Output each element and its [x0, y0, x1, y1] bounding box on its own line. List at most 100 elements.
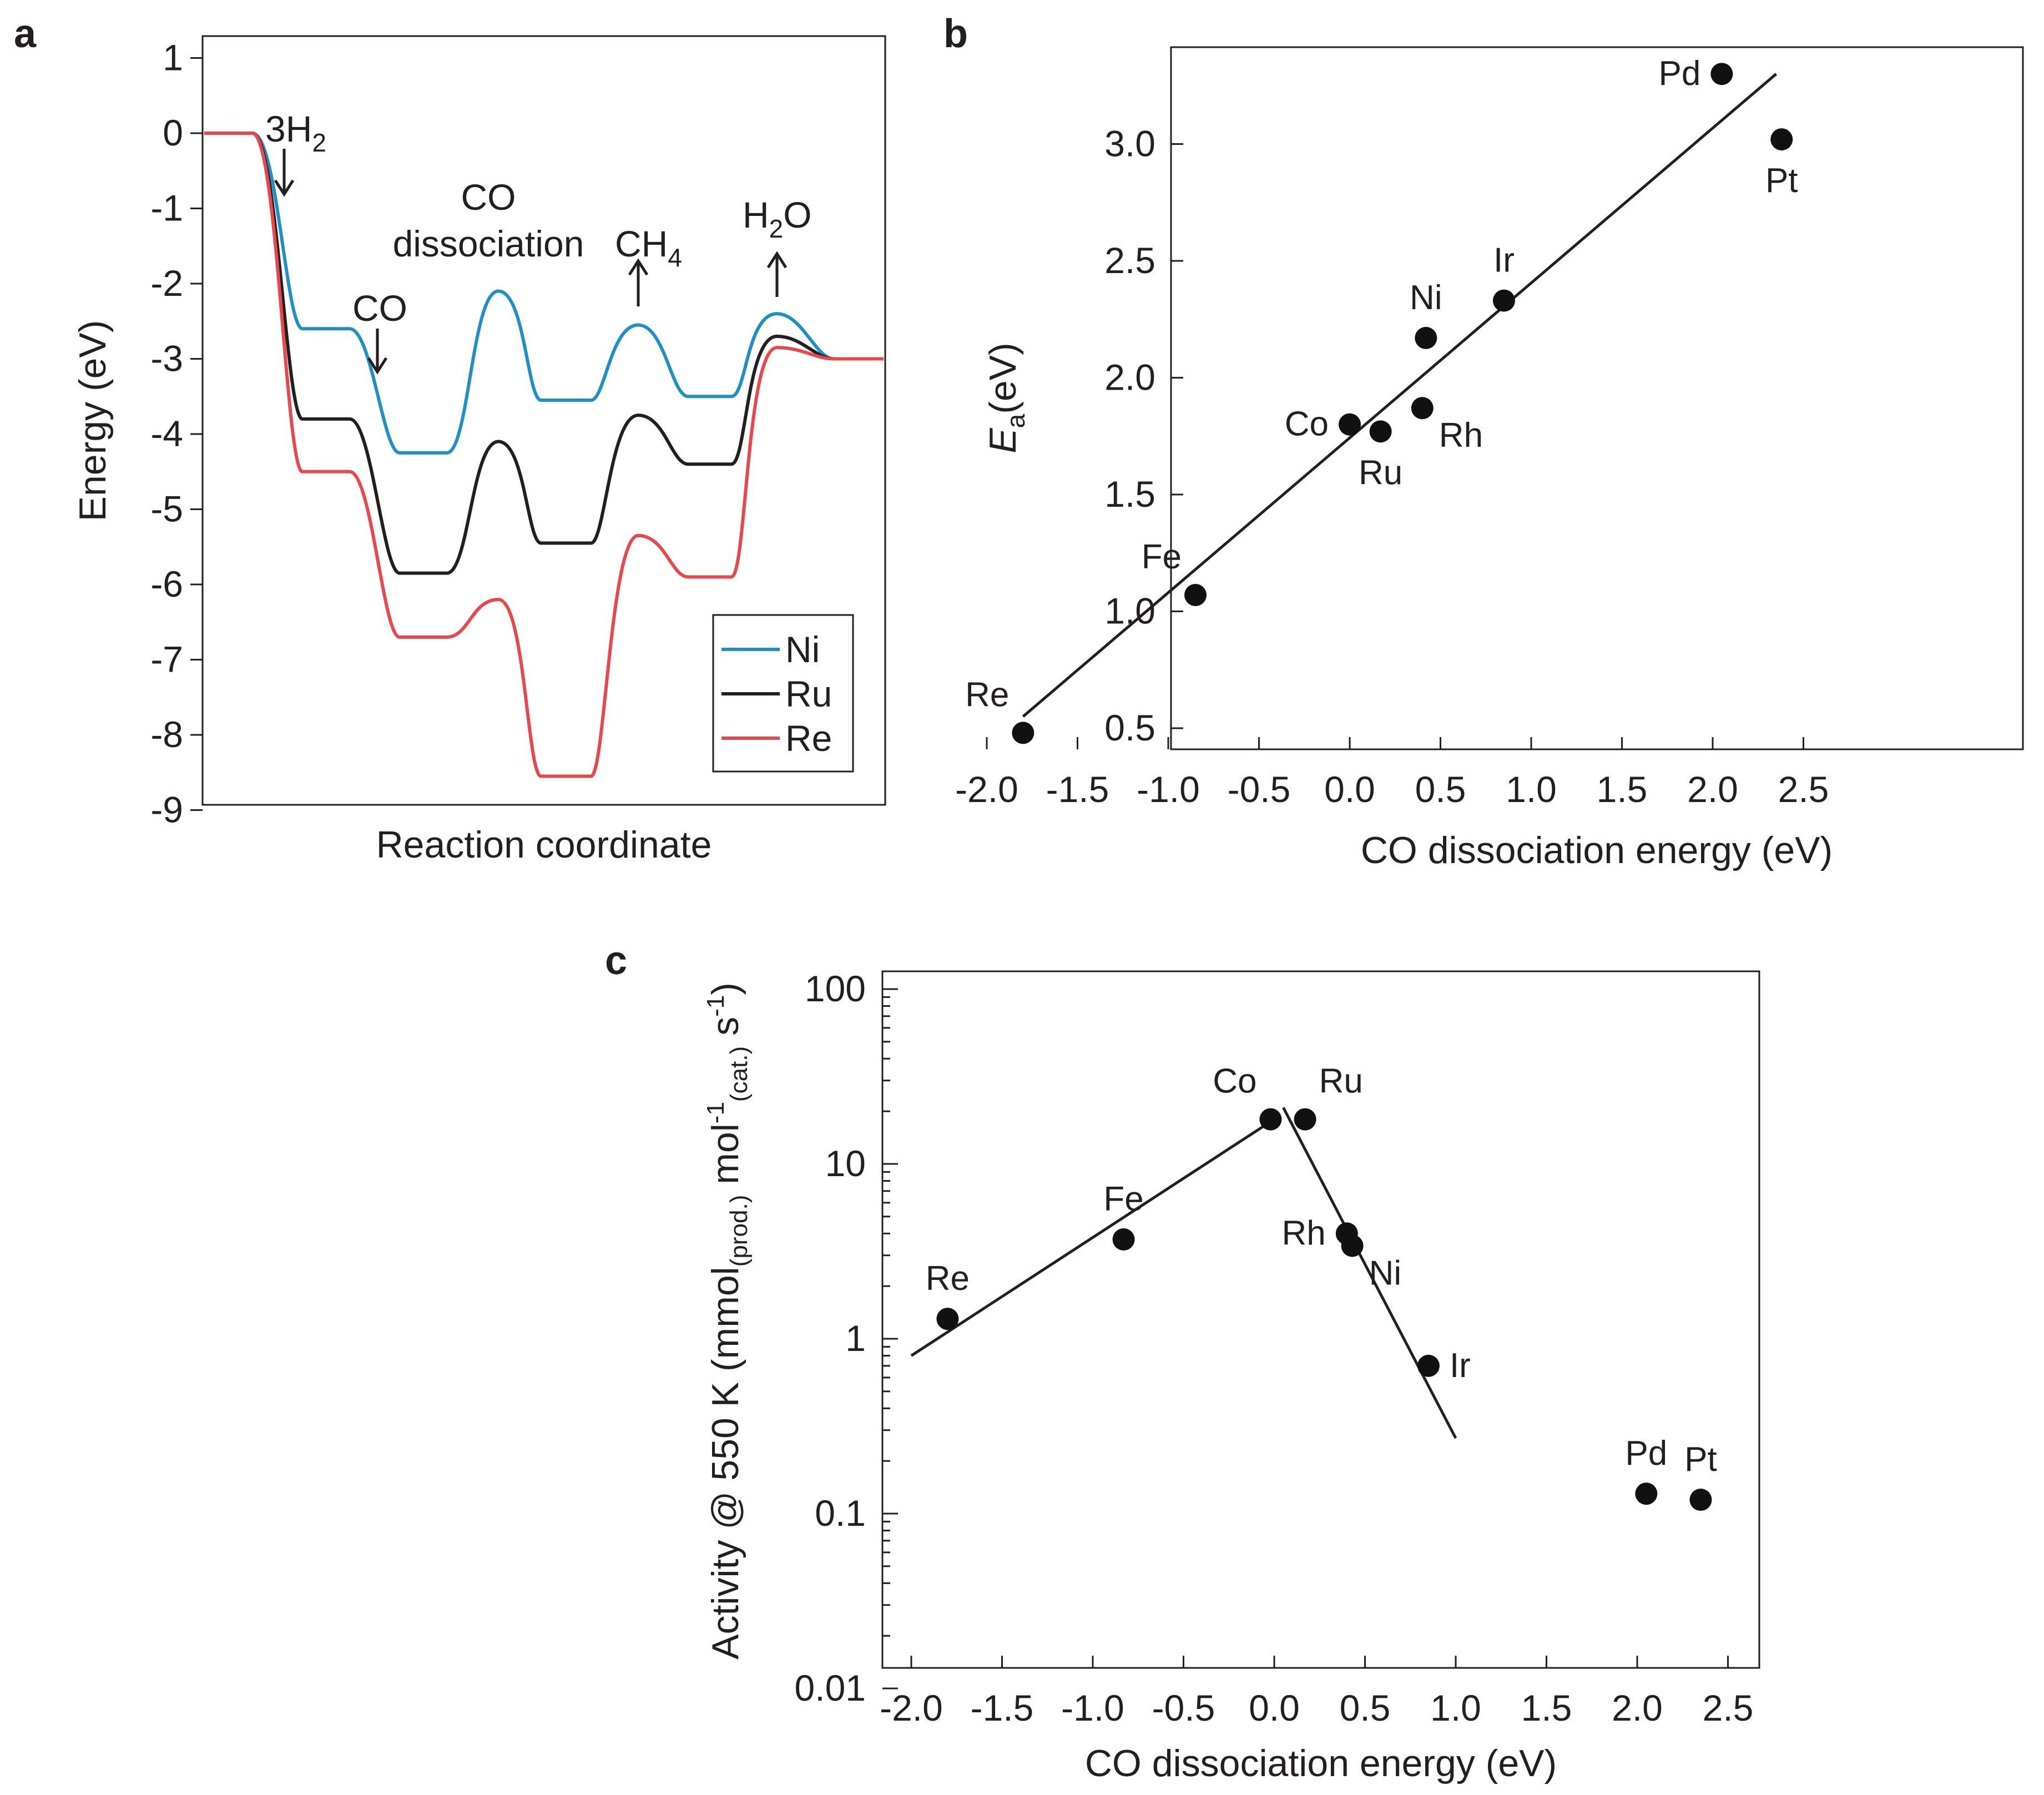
data-point-co [1259, 1108, 1282, 1131]
panel-c-label: c [605, 939, 627, 983]
data-point-label-pd: Pd [1659, 54, 1701, 93]
data-point-fe [1184, 584, 1207, 607]
annotation-co-text: CO [352, 288, 407, 329]
y-tick-label: 0.5 [1104, 707, 1155, 748]
x-tick-label: 0.5 [1415, 769, 1466, 810]
panel-c-fit-lines [910, 1107, 1457, 1439]
data-point-re [1012, 722, 1034, 744]
panel-a-y-axis-label: Energy (eV) [72, 320, 114, 522]
x-tick-label: 0.5 [1340, 1687, 1391, 1728]
data-point-label-fe: Fe [1142, 538, 1182, 576]
panel-c-x-axis-label: CO dissociation energy (eV) [1085, 1742, 1557, 1784]
x-tick-label: 1.0 [1430, 1687, 1481, 1728]
y-tick-label: -1 [150, 188, 183, 229]
data-point-co [1339, 413, 1361, 436]
data-point-ir [1492, 289, 1515, 312]
data-point-ni [1341, 1234, 1364, 1257]
series-line-ru [204, 132, 884, 575]
y-tick-label: 3.0 [1104, 123, 1155, 164]
y-tick-label: 10 [825, 1143, 866, 1184]
data-point-pd [1710, 63, 1733, 85]
data-point-pt [1689, 1489, 1712, 1511]
y-tick-label: 0.01 [795, 1667, 866, 1708]
y-tick-label: -6 [150, 563, 183, 604]
annotation-h2o: H2O [743, 194, 812, 297]
x-tick-label: 1.5 [1597, 769, 1648, 810]
arrow-down-icon [274, 149, 295, 197]
legend-label-ni: Ni [785, 629, 820, 670]
y-tick-label: -2 [150, 263, 183, 304]
arrow-down-icon [367, 329, 388, 375]
panel-b-frame [1170, 46, 2024, 750]
panel-a-x-axis-label: Reaction coordinate [376, 824, 712, 866]
data-point-label-fe: Fe [1103, 1180, 1143, 1218]
y-tick-label: 0 [163, 112, 183, 153]
panel-c-y-ticks: 0.01 0.1 1 10 100 [795, 968, 898, 1708]
y-tick-label: 2.0 [1104, 357, 1155, 398]
legend: Ni Ru Re [712, 614, 854, 773]
y-tick-label: -9 [150, 789, 183, 830]
x-tick-label: -1.0 [1137, 769, 1200, 810]
panel-a-y-ticks: 1 0 -1 -2 -3 -4 -5 -6 -7 -8 -9 [150, 37, 203, 830]
annotation-ch4-text: CH4 [615, 223, 682, 272]
arrow-up-icon [766, 251, 788, 297]
data-point-fe [1112, 1228, 1135, 1251]
annotation-ch4: CH4 [615, 223, 682, 306]
panel-a-curves [204, 132, 884, 778]
panel-b-x-ticks: -2.0 -1.5 -1.0 -0.5 0.0 0.5 1.0 1.5 2.0 2.5 [955, 737, 1829, 810]
data-point-label-ni: Ni [1410, 279, 1442, 317]
panel-b-x-axis-label: CO dissociation energy (eV) [1361, 829, 1833, 871]
panel-b-y-ticks: 0.51.01.52.02.53.0 [1104, 123, 1183, 748]
annotation-co-dissociation-line2: dissociation [393, 223, 584, 264]
x-tick-label: -1.5 [971, 1687, 1034, 1728]
panel-a-frame [201, 35, 886, 806]
fit-line-1 [910, 1118, 1275, 1357]
x-tick-label: 0.0 [1249, 1687, 1300, 1728]
x-tick-label: -1.0 [1061, 1687, 1124, 1728]
x-tick-label: 2.5 [1778, 769, 1829, 810]
x-tick-label: -0.5 [1152, 1687, 1215, 1728]
y-tick-label: 0.1 [815, 1493, 866, 1534]
data-point-pt [1770, 128, 1793, 151]
panel-c-frame [881, 970, 1760, 1669]
y-tick-label: -4 [150, 413, 183, 454]
data-point-ru [1369, 420, 1392, 443]
data-point-label-pt: Pt [1765, 162, 1798, 200]
fit-line-2 [1282, 1107, 1457, 1439]
panel-b-y-axis-label: Ea(eV) [982, 342, 1030, 453]
data-point-ru [1294, 1108, 1316, 1131]
data-point-label-ni: Ni [1369, 1254, 1402, 1293]
y-tick-label: -7 [150, 639, 183, 680]
x-tick-label: 1.5 [1521, 1687, 1572, 1728]
annotation-3h2-text: 3H2 [265, 108, 326, 157]
data-point-label-rh: Rh [1439, 416, 1483, 455]
annotation-co-dissociation-line1: CO [461, 177, 516, 218]
y-tick-label: -8 [150, 714, 183, 755]
data-point-ni [1415, 326, 1437, 349]
data-point-ir [1417, 1354, 1440, 1377]
y-tick-label: -5 [150, 488, 183, 530]
x-tick-label: -2.0 [955, 769, 1018, 810]
x-tick-label: -2.0 [880, 1687, 943, 1728]
series-line-ni [204, 132, 884, 455]
x-tick-label: -1.5 [1046, 769, 1109, 810]
x-tick-label: 2.0 [1612, 1687, 1663, 1728]
annotation-3h2: 3H2 [265, 108, 326, 197]
legend-label-ru: Ru [785, 673, 832, 714]
x-tick-label: -0.5 [1228, 769, 1291, 810]
data-point-label-re: Re [965, 675, 1009, 714]
data-point-re [936, 1308, 959, 1330]
fit-line [1022, 73, 1778, 718]
panel-b-points: Re Fe Co Ru Rh Ni Ir Pd Pt [965, 54, 1798, 744]
legend-label-re: Re [785, 718, 832, 759]
data-point-label-co: Co [1213, 1062, 1256, 1101]
x-tick-label: 2.0 [1687, 769, 1738, 810]
data-point-label-ir: Ir [1493, 241, 1515, 280]
y-tick-label: -3 [150, 338, 183, 379]
panel-c-points: Re Fe Co Ru Rh Ni Ir Pd Pt [926, 1062, 1717, 1511]
panel-b-label: b [943, 12, 968, 56]
data-point-rh [1411, 397, 1434, 420]
series-line-re [204, 132, 884, 778]
x-tick-label: 2.5 [1703, 1687, 1754, 1728]
